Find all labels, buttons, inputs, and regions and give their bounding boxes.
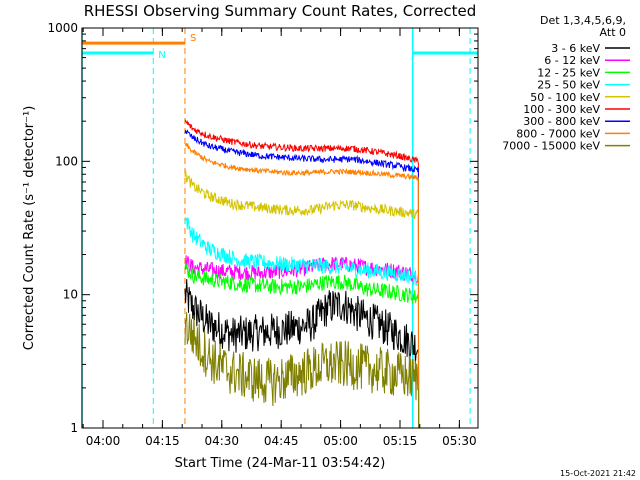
flag-N-label: N xyxy=(158,50,165,61)
series-line-3 xyxy=(184,217,420,429)
flag-S-label: S xyxy=(190,33,196,44)
legend-entry-6: 300 - 800 keV xyxy=(523,115,600,128)
y-axis-label: Corrected Count Rate (s⁻¹ detector⁻¹) xyxy=(22,106,37,351)
x-tick-label-6: 05:30 xyxy=(442,434,477,448)
x-tick-label-4: 05:00 xyxy=(323,434,358,448)
series-line-5 xyxy=(184,119,420,429)
legend-entry-7: 800 - 7000 keV xyxy=(516,127,600,140)
axes: 1 10 100 1000 04:00 04:15 04:30 04:45 05:00 05:15… xyxy=(47,21,479,448)
legend-entry-2: 12 - 25 keV xyxy=(537,66,600,79)
x-tick-label-2: 04:30 xyxy=(204,434,239,448)
legend-entry-4: 50 - 100 keV xyxy=(530,91,600,104)
footer-date: 15-Oct-2021 21:42 xyxy=(560,469,636,478)
y-tick-label-1: 10 xyxy=(63,288,78,302)
legend-entry-1: 6 - 12 keV xyxy=(544,54,600,67)
series-line-8 xyxy=(184,312,420,429)
axes-box xyxy=(81,27,479,429)
series-line-0 xyxy=(184,279,420,429)
x-tick-label-3: 04:45 xyxy=(264,434,299,448)
y-tick-label-3: 1000 xyxy=(47,21,78,35)
legend-entry-8: 7000 - 15000 keV xyxy=(502,140,600,153)
x-tick-label-1: 04:15 xyxy=(145,434,180,448)
x-axis-label: Start Time (24-Mar-11 03:54:42) xyxy=(175,456,386,471)
series-line-2 xyxy=(184,262,420,429)
legend-header-0: Det 1,3,4,5,6,9, xyxy=(540,14,626,27)
y-tick-label-2: 100 xyxy=(55,154,78,168)
series-line-4 xyxy=(184,170,420,429)
chart-title: RHESSI Observing Summary Count Rates, Co… xyxy=(84,2,477,20)
legend-header-1: Att 0 xyxy=(600,26,626,39)
legend-entry-0: 3 - 6 keV xyxy=(551,42,600,55)
legend-entry-3: 25 - 50 keV xyxy=(537,79,600,92)
legend-entry-5: 100 - 300 keV xyxy=(523,103,600,116)
plot-area: NS xyxy=(81,28,478,429)
x-tick-label-5: 05:15 xyxy=(383,434,418,448)
y-tick-label-0: 1 xyxy=(70,421,78,435)
x-tick-label-0: 04:00 xyxy=(86,434,121,448)
series-line-6 xyxy=(184,129,420,429)
series-line-7 xyxy=(184,142,420,429)
